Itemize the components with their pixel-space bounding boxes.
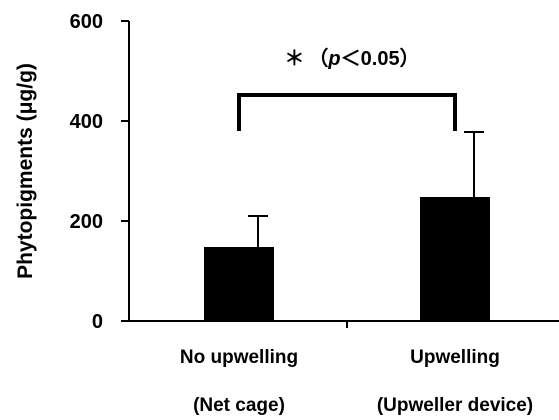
significance-annotation: ＊（p＜0.05） — [237, 47, 457, 131]
p-symbol: p — [327, 48, 340, 70]
category-label-line2: (Net cage) — [193, 395, 285, 416]
bars — [204, 197, 490, 321]
y-tick-label: 400 — [70, 111, 103, 133]
y-tick-label: 200 — [70, 211, 103, 233]
y-tick-label: 0 — [92, 311, 103, 333]
p-value: 0.05 — [361, 48, 400, 70]
significance-star: ＊ — [284, 48, 304, 70]
category-label-line1: No upwelling — [180, 347, 298, 368]
bar — [420, 197, 490, 321]
paren-open: （ — [308, 47, 328, 70]
category-label-line2: (Upweller device) — [377, 395, 533, 416]
y-axis-title: Phytopigments (μg/g) — [14, 63, 37, 279]
paren-close: ） — [400, 47, 420, 70]
bar — [204, 247, 274, 321]
y-ticks: 0 200 400 600 — [70, 11, 129, 333]
y-tick-label: 600 — [70, 11, 103, 33]
category-labels: No upwelling (Net cage) Upwelling (Upweller… — [180, 347, 533, 416]
category-label-line1: Upwelling — [410, 347, 500, 368]
significance-label: ＊（p＜0.05） — [284, 47, 419, 70]
less-than-sign: ＜ — [341, 48, 361, 70]
error-bars — [248, 131, 484, 247]
significance-bracket — [237, 93, 457, 131]
